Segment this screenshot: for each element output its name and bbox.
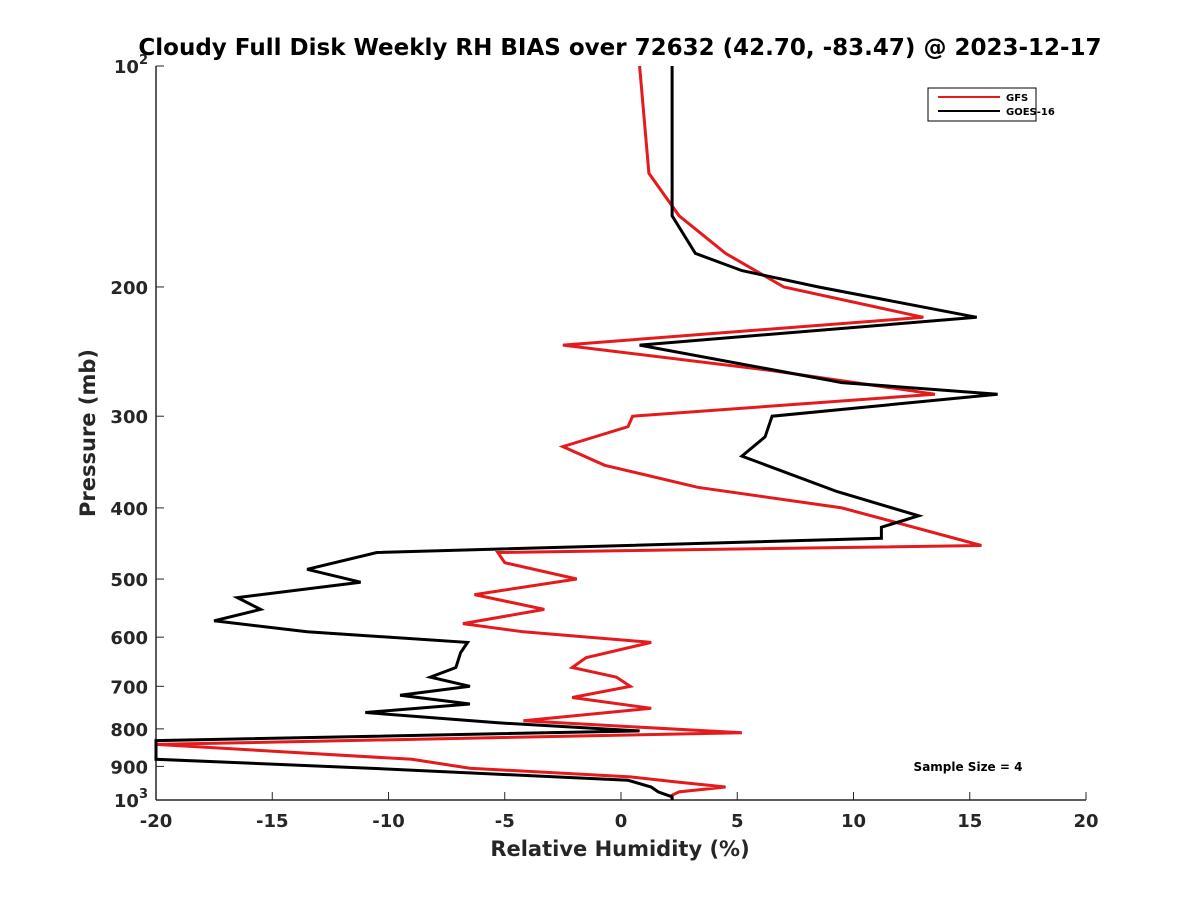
y-tick-label: 600 — [110, 628, 148, 649]
legend-label-gfs: GFS — [1006, 93, 1028, 104]
x-tick-label: -15 — [256, 811, 289, 832]
legend-label-goes16: GOES-16 — [1006, 107, 1055, 118]
plot-area: -20 -15 -10 -5 0 5 10 15 20 102 200 300 400 500 600 70… — [110, 53, 1098, 832]
x-tick-label: -20 — [140, 811, 173, 832]
x-tick-label: -10 — [372, 811, 405, 832]
y-tick-label: 102 — [114, 53, 148, 78]
x-axis-label: Relative Humidity (%) — [490, 837, 749, 861]
y-tick-label: 400 — [110, 499, 148, 520]
x-axis-ticks: -20 -15 -10 -5 0 5 10 15 20 — [140, 792, 1099, 832]
y-axis-label: Pressure (mb) — [76, 349, 100, 517]
y-tick-label: 103 — [114, 787, 148, 812]
y-tick-label: 800 — [110, 720, 148, 741]
y-tick-label: 900 — [110, 757, 148, 778]
x-tick-label: 0 — [615, 811, 628, 832]
x-tick-label: 20 — [1073, 811, 1098, 832]
y-tick-label: 300 — [110, 407, 148, 428]
series-line-gfs — [155, 65, 982, 800]
x-tick-label: 5 — [731, 811, 744, 832]
x-tick-label: 10 — [841, 811, 866, 832]
series-layer — [154, 65, 998, 800]
chart-title: Cloudy Full Disk Weekly RH BIAS over 726… — [138, 35, 1101, 61]
legend: GFS GOES-16 — [927, 87, 1055, 122]
x-tick-label: -5 — [495, 811, 515, 832]
x-tick-label: 15 — [957, 811, 982, 832]
y-tick-label: 200 — [110, 278, 148, 299]
legend-box — [927, 87, 1037, 122]
y-tick-label: 700 — [110, 677, 148, 698]
y-axis-ticks: 102 200 300 400 500 600 700 800 900 103 — [110, 53, 164, 812]
series-line-goes16 — [154, 66, 998, 800]
sample-size-annotation: Sample Size = 4 — [914, 760, 1023, 774]
y-tick-label: 500 — [110, 570, 148, 591]
